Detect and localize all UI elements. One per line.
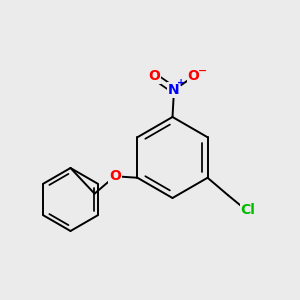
Text: Cl: Cl xyxy=(241,203,256,217)
Text: −: − xyxy=(198,66,207,76)
Text: N: N xyxy=(168,83,180,97)
Text: O: O xyxy=(148,70,160,83)
Text: +: + xyxy=(176,78,185,88)
Text: O: O xyxy=(109,169,121,183)
Text: O: O xyxy=(188,70,200,83)
